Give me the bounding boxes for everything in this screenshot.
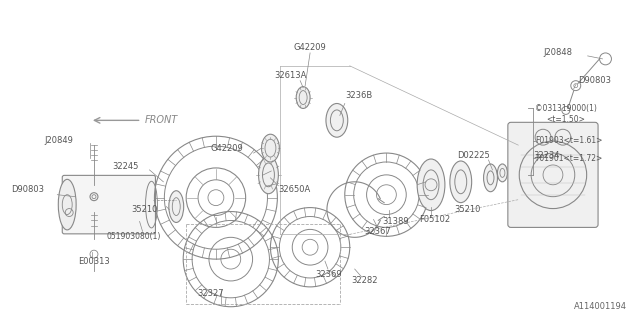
Ellipse shape — [296, 87, 310, 108]
Ellipse shape — [262, 134, 279, 162]
Text: 32369: 32369 — [315, 269, 342, 278]
Ellipse shape — [417, 159, 445, 211]
FancyBboxPatch shape — [62, 175, 156, 234]
Text: 35210: 35210 — [454, 205, 480, 214]
Text: J20849: J20849 — [44, 136, 74, 145]
Text: D90803: D90803 — [578, 76, 611, 85]
Text: 32245: 32245 — [112, 163, 138, 172]
Ellipse shape — [450, 161, 472, 203]
FancyBboxPatch shape — [508, 122, 598, 228]
Ellipse shape — [497, 164, 508, 182]
Text: D02225: D02225 — [457, 150, 490, 160]
Text: 32367: 32367 — [365, 227, 391, 236]
Text: 3236B: 3236B — [346, 91, 373, 100]
Text: 32234: 32234 — [533, 150, 559, 160]
Text: <t=1.50>: <t=1.50> — [546, 115, 585, 124]
Text: J20848: J20848 — [543, 48, 572, 57]
Text: F05102: F05102 — [419, 215, 451, 224]
Text: 32613A: 32613A — [275, 71, 307, 80]
Ellipse shape — [169, 191, 184, 222]
Text: F01901<t=1.72>: F01901<t=1.72> — [535, 154, 602, 163]
Ellipse shape — [259, 156, 278, 194]
Ellipse shape — [484, 164, 497, 192]
Text: 35210: 35210 — [132, 205, 158, 214]
Text: F01903<t=1.61>: F01903<t=1.61> — [535, 136, 602, 145]
Ellipse shape — [326, 103, 348, 137]
Text: G42209: G42209 — [211, 144, 244, 153]
Ellipse shape — [58, 179, 76, 230]
Text: E00313: E00313 — [78, 257, 110, 266]
Text: 32282: 32282 — [352, 276, 378, 285]
Text: 32327: 32327 — [197, 289, 224, 298]
Text: ©031319000(1): ©031319000(1) — [535, 104, 597, 113]
Text: 31389: 31389 — [383, 217, 409, 226]
Text: D90803: D90803 — [11, 185, 44, 194]
Text: A114001194: A114001194 — [574, 302, 627, 311]
Text: 32650A: 32650A — [278, 185, 310, 194]
Text: 051903080(1): 051903080(1) — [107, 232, 161, 241]
Text: G42209: G42209 — [294, 44, 326, 52]
Text: FRONT: FRONT — [145, 115, 178, 125]
